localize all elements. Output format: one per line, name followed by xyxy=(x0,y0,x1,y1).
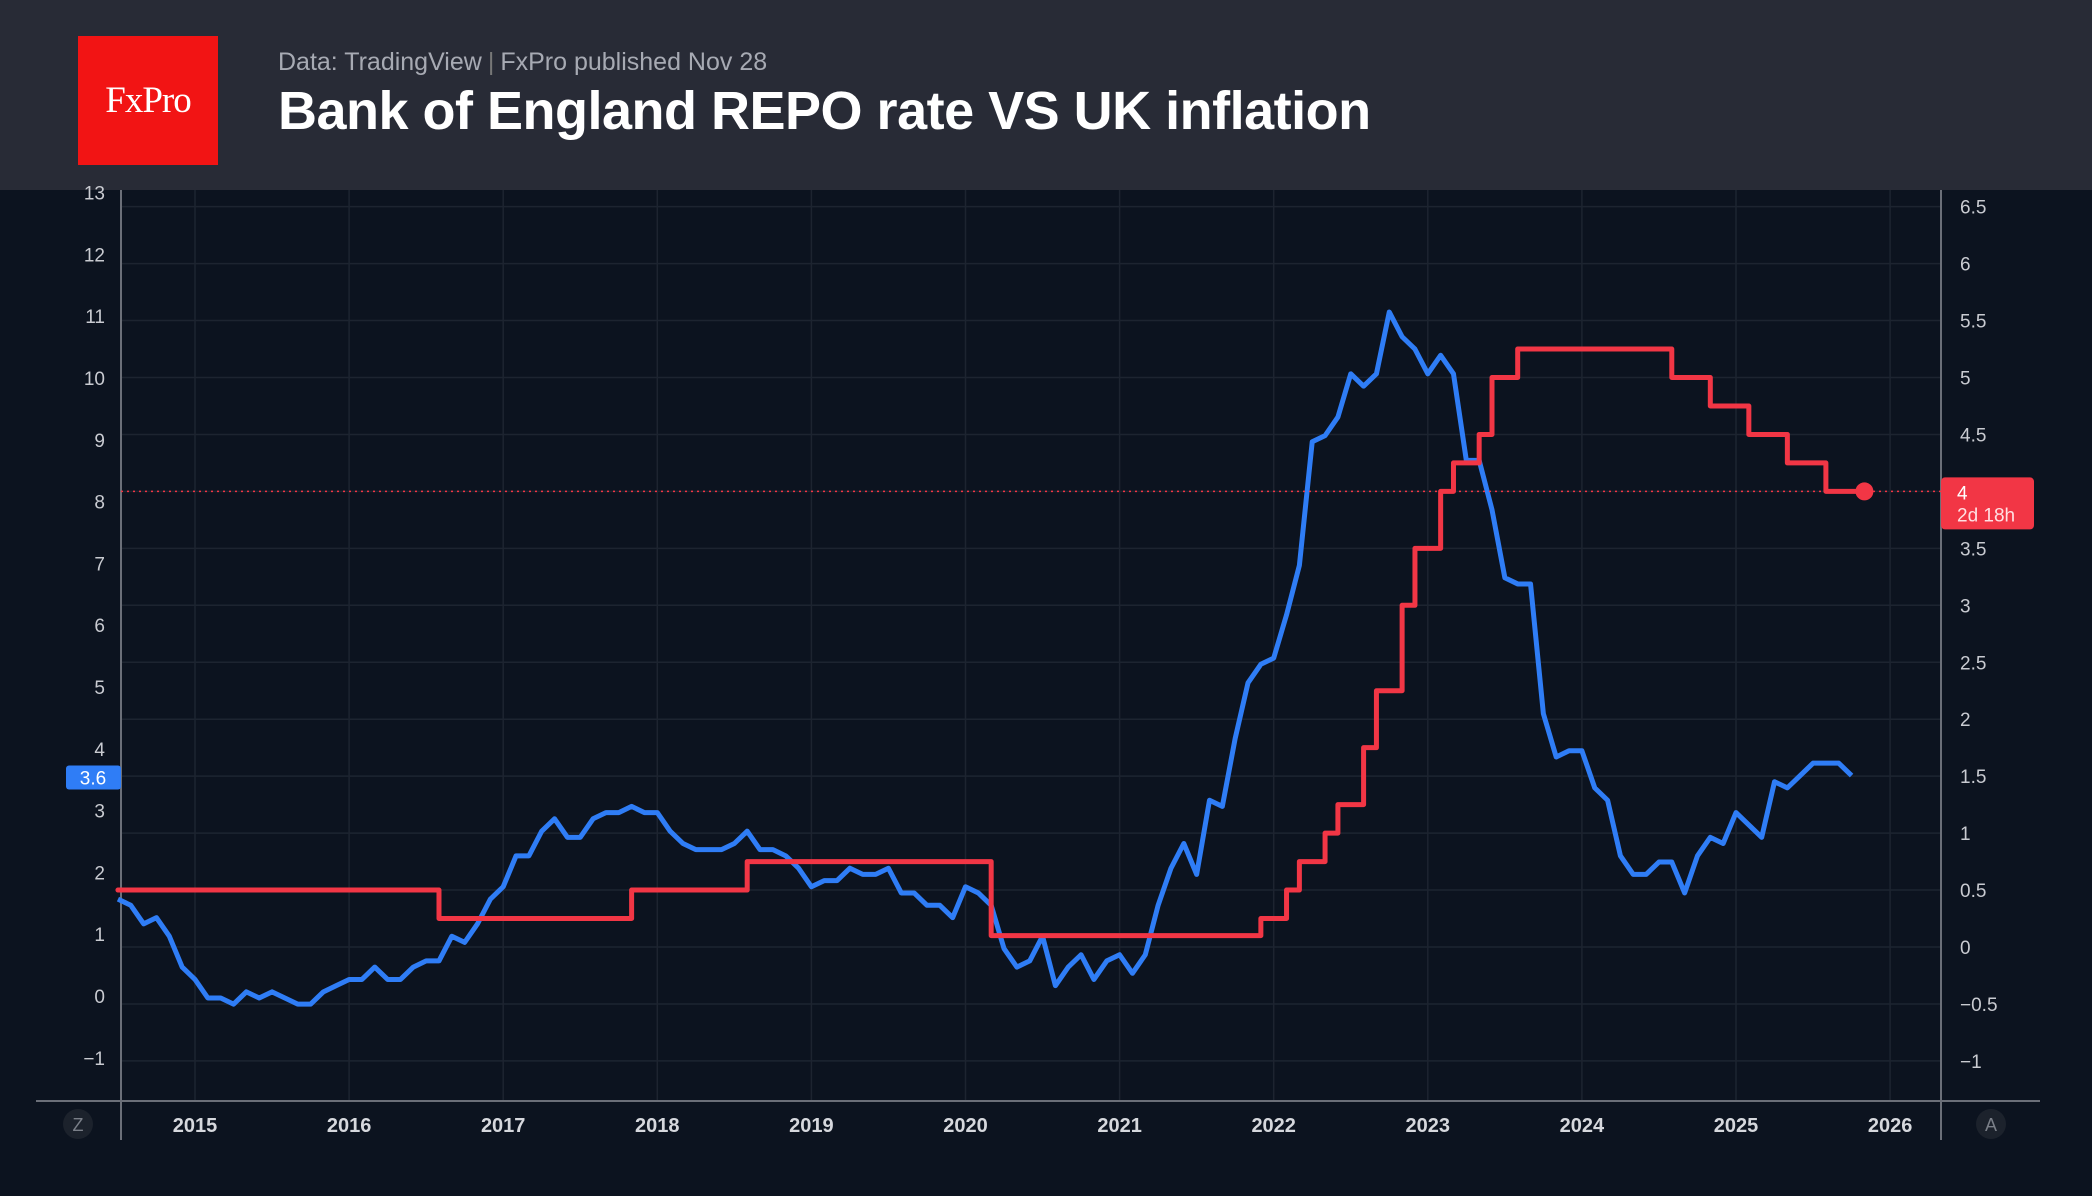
left-tick-label: 12 xyxy=(84,245,105,266)
repo-rate-label-badge xyxy=(1941,477,2034,530)
left-tick-label: 7 xyxy=(94,554,105,575)
right-tick-label: 0.5 xyxy=(1960,881,1986,902)
left-tick-label: 3 xyxy=(94,802,105,823)
left-tick-label: 1 xyxy=(94,925,105,946)
x-tick-label: 2022 xyxy=(1251,1115,1296,1137)
separator: | xyxy=(487,48,495,76)
left-tick-label: 9 xyxy=(94,431,105,452)
left-tick-label: 10 xyxy=(84,369,105,390)
right-tick-label: 6.5 xyxy=(1960,198,1986,219)
inflation-last-value: 3.6 xyxy=(80,769,106,790)
left-tick-label: 0 xyxy=(94,987,105,1008)
published-date: FxPro published Nov 28 xyxy=(500,48,768,76)
repo-rate-last-value: 4 xyxy=(1957,483,1968,504)
x-tick-label: 2023 xyxy=(1406,1115,1451,1137)
right-tick-label: 0 xyxy=(1960,938,1971,959)
left-tick-label: 8 xyxy=(94,493,105,514)
right-tick-label: 2 xyxy=(1960,710,1971,731)
right-tick-label: 4.5 xyxy=(1960,425,1986,446)
x-tick-label: 2018 xyxy=(635,1115,680,1137)
a-button[interactable] xyxy=(1976,1109,2006,1139)
z-button[interactable] xyxy=(63,1109,93,1139)
x-tick-label: 2019 xyxy=(789,1115,834,1137)
left-tick-label: 4 xyxy=(94,740,105,761)
repo_rate-line xyxy=(115,346,1865,939)
x-tick-label: 2021 xyxy=(1097,1115,1142,1137)
a-button-label: A xyxy=(1985,1115,1997,1135)
left-tick-label: −1 xyxy=(83,1049,105,1070)
x-tick-label: 2024 xyxy=(1560,1115,1605,1137)
x-tick-label: 2025 xyxy=(1714,1115,1759,1137)
right-tick-label: 5 xyxy=(1960,369,1971,390)
right-tick-label: 1.5 xyxy=(1960,767,1986,788)
right-tick-label: −0.5 xyxy=(1960,995,1998,1016)
subtitle: Data: TradingView | FxPro published Nov 28 xyxy=(278,48,767,77)
right-tick-label: 1 xyxy=(1960,824,1971,845)
right-tick-label: 2.5 xyxy=(1960,653,1986,674)
left-tick-label: 2 xyxy=(94,863,105,884)
left-tick-label: 11 xyxy=(85,307,105,328)
fxpro-logo: FxPro xyxy=(78,36,218,165)
data-source: Data: TradingView xyxy=(278,48,482,76)
x-tick-label: 2016 xyxy=(327,1115,372,1137)
chart-title: Bank of England REPO rate VS UK inflatio… xyxy=(278,81,1371,141)
right-tick-label: 5.5 xyxy=(1960,312,1986,333)
z-button-label: Z xyxy=(73,1115,84,1135)
right-tick-label: 3.5 xyxy=(1960,539,1986,560)
left-tick-label: 5 xyxy=(94,678,105,699)
right-tick-label: −1 xyxy=(1960,1052,1982,1073)
x-tick-label: 2017 xyxy=(481,1115,526,1137)
right-tick-label: 6 xyxy=(1960,255,1971,276)
repo-rate-countdown: 2d 18h xyxy=(1957,505,2015,526)
x-tick-label: 2015 xyxy=(173,1115,218,1137)
left-tick-label: 13 xyxy=(84,184,105,205)
inflation-line xyxy=(116,309,1854,1007)
logo-text: FxPro xyxy=(105,80,191,121)
x-tick-label: 2020 xyxy=(943,1115,988,1137)
inflation-label-badge xyxy=(66,765,121,790)
repo-rate-last-dot xyxy=(1855,482,1874,501)
left-tick-label: 6 xyxy=(94,616,105,637)
right-tick-label: 3 xyxy=(1960,596,1971,617)
x-tick-label: 2026 xyxy=(1868,1115,1913,1137)
header: FxPro Data: TradingView | FxPro published … xyxy=(0,0,2092,190)
